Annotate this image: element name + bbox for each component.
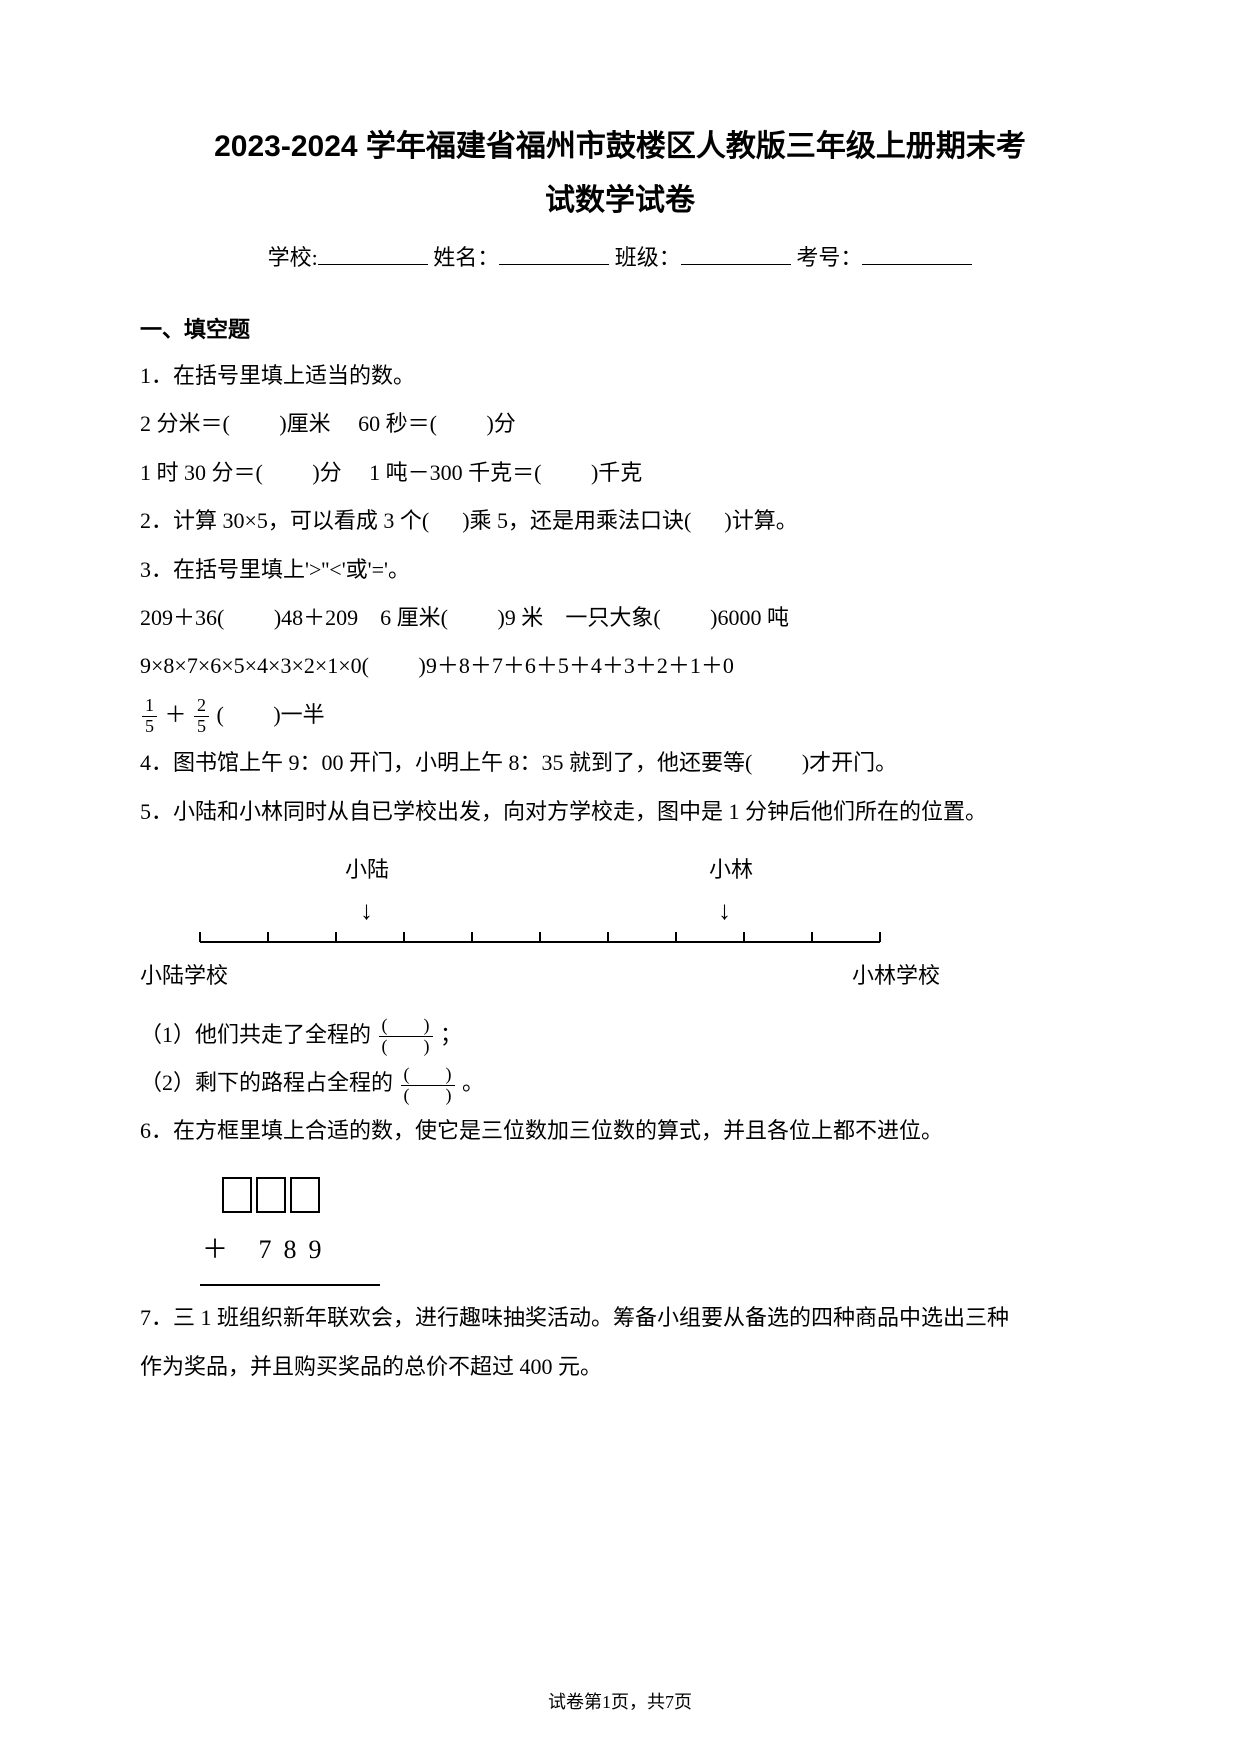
q6-d2: 8 — [284, 1235, 309, 1264]
addition-rule-line — [200, 1284, 380, 1286]
examno-label: 考号： — [796, 245, 862, 270]
q3-r1c: 6 厘米( — [380, 605, 448, 630]
q5-sub1-a: （1）他们共走了全程的 — [140, 1022, 371, 1047]
digit-box[interactable] — [290, 1177, 320, 1213]
q3-r2b: )9＋8＋7＋6＋5＋4＋3＋2＋1＋0 — [419, 653, 734, 678]
class-blank[interactable] — [681, 242, 791, 265]
arrow-down-icon: ↓ — [360, 898, 373, 924]
q3-frac2-num: 2 — [194, 696, 209, 717]
page-footer: 试卷第1页，共7页 — [0, 1688, 1240, 1714]
question-5: 5．小陆和小林同时从自已学校出发，向对方学校走，图中是 1 分钟后他们所在的位置… — [140, 788, 1100, 1108]
q3-r3-lp: ( — [217, 702, 224, 727]
q1-l1a: 2 分米＝( — [140, 411, 230, 436]
arrow-down-icon: ↓ — [718, 898, 731, 924]
q7-line2: 作为奖品，并且购买奖品的总价不超过 400 元。 — [140, 1343, 1100, 1391]
q5-sub1-den: ( ) — [379, 1037, 433, 1057]
q2-c: )计算。 — [724, 508, 797, 533]
q5-sub1-frac: ( ) ( ) — [379, 1016, 433, 1057]
digit-box[interactable] — [222, 1177, 252, 1213]
q3-plus: ＋ — [165, 702, 187, 727]
q5-stem: 5．小陆和小林同时从自已学校出发，向对方学校走，图中是 1 分钟后他们所在的位置… — [140, 788, 1100, 836]
question-6: 6．在方框里填上合适的数，使它是三位数加三位数的算式，并且各位上都不进位。 ＋ … — [140, 1107, 1100, 1294]
q1-l2d: )千克 — [591, 460, 642, 485]
q2-b: )乘 5，还是用乘法口诀( — [462, 508, 691, 533]
class-label: 班级： — [615, 245, 681, 270]
q3-r1b: )48＋209 — [274, 605, 358, 630]
question-3: 3．在括号里填上'>''<'或'='。 209＋36( )48＋209 6 厘米… — [140, 546, 1100, 740]
q3-r3-rp: )一半 — [273, 702, 324, 727]
name-blank[interactable] — [499, 242, 609, 265]
q6-d1: 7 — [259, 1235, 284, 1264]
q6-d3: 9 — [309, 1235, 334, 1264]
exam-title-line1: 2023-2024 学年福建省福州市鼓楼区人教版三年级上册期末考 — [140, 120, 1100, 174]
q4-b: )才开门。 — [802, 750, 897, 775]
student-info-line: 学校: 姓名： 班级： 考号： — [140, 240, 1100, 272]
q3-stem: 3．在括号里填上'>''<'或'='。 — [140, 546, 1100, 594]
q3-frac1-num: 1 — [142, 696, 157, 717]
q5-sub2-frac: ( ) ( ) — [401, 1065, 455, 1106]
question-2: 2．计算 30×5，可以看成 3 个( )乘 5，还是用乘法口诀( )计算。 — [140, 497, 1100, 545]
q1-l1b: )厘米 — [279, 411, 330, 436]
q3-frac2: 2 5 — [194, 696, 209, 737]
q1-stem: 1．在括号里填上适当的数。 — [140, 352, 1100, 400]
question-1: 1．在括号里填上适当的数。 2 分米＝( )厘米 60 秒＝( )分 1 时 3… — [140, 352, 1100, 497]
exam-title-line2: 试数学试卷 — [140, 174, 1100, 228]
school-label: 学校: — [268, 245, 318, 270]
q5-diagram: 小陆 小林 ↓ ↓ 小陆学校 小林学校 — [180, 846, 1100, 1001]
name-label: 姓名： — [433, 245, 499, 270]
q5-name-lin: 小林 — [709, 846, 753, 894]
question-7: 7．三 1 班组织新年联欢会，进行趣味抽奖活动。筹备小组要从备选的四种商品中选出… — [140, 1294, 1100, 1391]
plus-sign: ＋ — [202, 1235, 240, 1264]
q1-l2c: 1 吨－300 千克＝( — [369, 460, 541, 485]
q3-r1a: 209＋36( — [140, 605, 224, 630]
q6-stem: 6．在方框里填上合适的数，使它是三位数加三位数的算式，并且各位上都不进位。 — [140, 1107, 1100, 1155]
digit-box[interactable] — [256, 1177, 286, 1213]
q5-sub2-a: （2）剩下的路程占全程的 — [140, 1070, 393, 1095]
q3-r1e: 一只大象( — [565, 605, 660, 630]
q5-sub2-den: ( ) — [401, 1086, 455, 1106]
q4-a: 4．图书馆上午 9：00 开门，小明上午 8：35 就到了，他还要等( — [140, 750, 752, 775]
q3-r2a: 9×8×7×6×5×4×3×2×1×0( — [140, 653, 369, 678]
school-blank[interactable] — [318, 242, 428, 265]
q5-name-lu: 小陆 — [345, 846, 389, 894]
q5-sub2-num: ( ) — [401, 1065, 455, 1086]
question-4: 4．图书馆上午 9：00 开门，小明上午 8：35 就到了，他还要等( )才开门… — [140, 739, 1100, 787]
examno-blank[interactable] — [862, 242, 972, 265]
q2-a: 2．计算 30×5，可以看成 3 个( — [140, 508, 429, 533]
q5-sub2-b: 。 — [462, 1070, 484, 1095]
q3-frac2-den: 5 — [194, 717, 209, 737]
q6-addition: ＋ 789 — [200, 1164, 380, 1286]
q1-l1d: )分 — [486, 411, 515, 436]
q7-line1: 7．三 1 班组织新年联欢会，进行趣味抽奖活动。筹备小组要从备选的四种商品中选出… — [140, 1294, 1100, 1342]
q3-frac1: 1 5 — [142, 696, 157, 737]
q5-sub1-b: ； — [440, 1022, 462, 1047]
q1-l2a: 1 时 30 分＝( — [140, 460, 263, 485]
numberline-svg — [180, 926, 900, 950]
section-1-heading: 一、填空题 — [140, 312, 1100, 344]
q3-r1f: )6000 吨 — [710, 605, 789, 630]
q1-l1c: 60 秒＝( — [358, 411, 437, 436]
q5-school-lin: 小林学校 — [852, 952, 940, 1000]
q5-numberline — [180, 926, 900, 950]
q5-sub1-num: ( ) — [379, 1016, 433, 1037]
q3-r1d: )9 米 — [497, 605, 543, 630]
q5-school-lu: 小陆学校 — [140, 952, 228, 1000]
q1-l2b: )分 — [312, 460, 341, 485]
q3-frac1-den: 5 — [142, 717, 157, 737]
